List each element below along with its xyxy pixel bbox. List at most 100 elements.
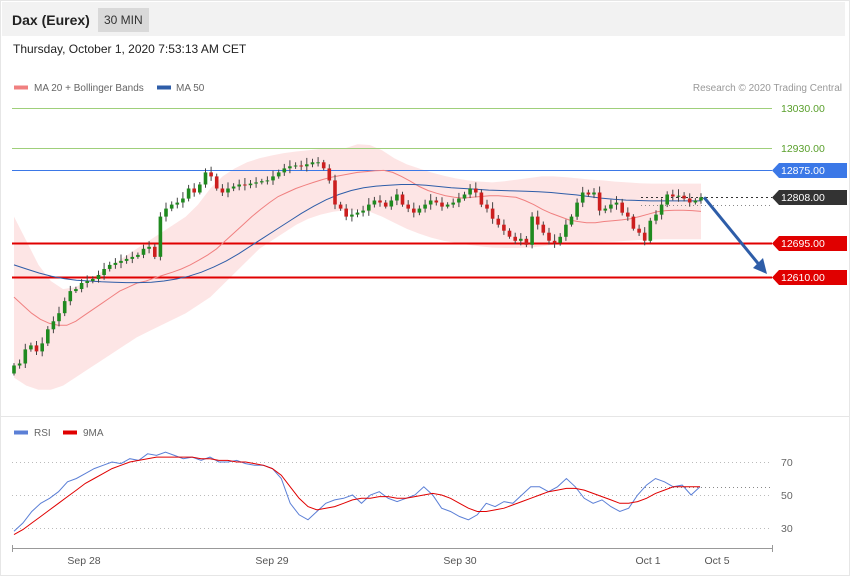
bollinger-band-fill [14, 144, 701, 390]
candle-body [626, 212, 630, 217]
candle-body [17, 363, 22, 366]
candle-body [113, 262, 118, 265]
candle [389, 196, 394, 210]
candle [186, 184, 191, 202]
level-label-3: 12808.00 [781, 192, 825, 204]
candle-body [231, 186, 236, 189]
candle-body [434, 200, 439, 203]
candle-body [412, 208, 416, 213]
candle-body [468, 188, 472, 195]
candle [535, 210, 540, 230]
ma20-line [13, 169, 702, 326]
candle-body [91, 279, 95, 281]
candle-body [130, 256, 135, 259]
candle-body [265, 180, 270, 182]
candle [130, 251, 135, 264]
level-label-4: 12695.00 [781, 238, 825, 250]
candle-body [631, 216, 636, 229]
timeframe-badge[interactable]: 30 MIN [98, 8, 149, 32]
candle [417, 205, 422, 216]
candle [592, 188, 596, 199]
candle [665, 191, 669, 208]
rsi-plot: 30 50 70 [12, 451, 793, 536]
candle [181, 192, 185, 208]
candle-body [614, 202, 619, 205]
candle-body [462, 194, 467, 199]
candle [580, 186, 585, 208]
candle [107, 261, 112, 272]
candle [124, 255, 129, 264]
candle-body [372, 200, 377, 205]
candle-body [23, 349, 28, 364]
candle-body [502, 224, 506, 231]
candle-body [524, 238, 529, 245]
candle [198, 182, 202, 195]
candle-body [12, 365, 16, 374]
candle [552, 234, 557, 248]
level-label-5: 12610.00 [781, 272, 825, 284]
level-tag-2 [772, 163, 847, 178]
candle-body [344, 208, 348, 217]
candle-body [237, 184, 241, 187]
candle-body [321, 162, 326, 169]
candlesticks [12, 157, 703, 376]
candle [57, 306, 61, 327]
candle-body [659, 204, 664, 215]
candle [260, 178, 264, 185]
candle [626, 207, 630, 221]
candle [547, 227, 551, 245]
candle [102, 262, 106, 280]
candle-body [496, 218, 501, 225]
rsi-tick-label: 50 [781, 490, 793, 502]
candle-body [248, 183, 253, 186]
candle [558, 233, 562, 246]
candle-body [243, 184, 247, 186]
candle-body [57, 313, 61, 322]
candle [136, 252, 140, 259]
candle-body [558, 236, 562, 243]
candle [46, 326, 50, 346]
candle [316, 157, 320, 167]
candle-body [164, 208, 168, 217]
candle-body [293, 165, 298, 167]
candle-body [361, 210, 365, 213]
candle [91, 276, 95, 284]
candle [524, 236, 529, 248]
legend-swatch-ma50 [157, 85, 171, 90]
candle-body [586, 192, 591, 195]
legend-label-rsi: RSI [34, 428, 51, 439]
candle [271, 170, 275, 185]
candle [276, 169, 281, 179]
level-label-2: 12875.00 [781, 165, 825, 177]
candle [209, 166, 213, 181]
candle-body [254, 182, 258, 184]
candle [654, 210, 658, 225]
candle [541, 221, 546, 236]
candle [164, 202, 168, 222]
candle [85, 275, 89, 288]
candle [699, 193, 703, 204]
candle-body [169, 204, 174, 209]
candle-body [451, 202, 455, 205]
candle [293, 162, 298, 169]
candle-body [569, 216, 574, 225]
candle [462, 191, 467, 201]
instrument-title: Dax (Eurex) [12, 12, 90, 28]
candle [231, 183, 236, 192]
candle [423, 199, 427, 213]
candle-body [192, 188, 196, 193]
candle-body [271, 176, 275, 181]
candle [310, 158, 315, 168]
candle-body [535, 216, 540, 225]
candle [586, 189, 591, 197]
candle-body [440, 202, 444, 207]
candle [338, 201, 343, 211]
candle-body [552, 240, 557, 243]
candle [265, 176, 270, 185]
x-tick-label: Sep 29 [255, 555, 288, 567]
candle [367, 198, 371, 216]
candle [282, 163, 287, 176]
credit-text: Research © 2020 Trading Central [693, 83, 842, 94]
candle-body [79, 283, 84, 289]
